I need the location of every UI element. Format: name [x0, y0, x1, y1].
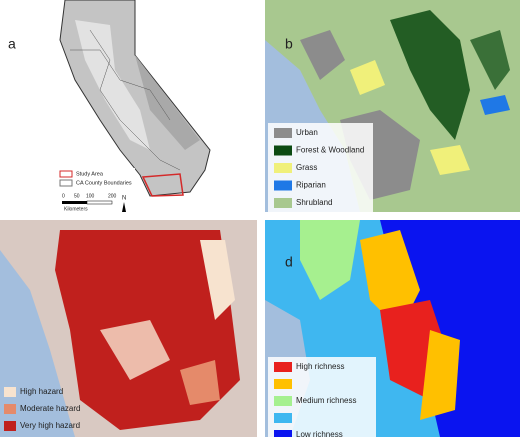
legend-label: Forest & Woodland: [296, 146, 364, 155]
scale-bar: [86, 200, 113, 205]
legend-label: High hazard: [20, 387, 63, 396]
legend-label: Grass: [296, 163, 317, 172]
legend-swatch: [274, 413, 292, 423]
legend-label: High richness: [296, 362, 344, 371]
legend-swatch: [274, 180, 292, 191]
legend-label: Low richness: [296, 430, 343, 437]
legend-swatch: [274, 396, 292, 406]
legend-swatch: [4, 421, 16, 431]
legend-swatch: [4, 387, 16, 397]
legend-swatch: [274, 362, 292, 372]
legend-label: Study Area: [76, 171, 104, 177]
legend-swatch: [274, 430, 292, 437]
panel-label: b: [285, 36, 293, 52]
scale-unit: Kilometers: [64, 206, 88, 212]
scale-label: 50: [74, 193, 80, 199]
legend-swatch: [274, 379, 292, 389]
legend-label: Riparian: [296, 181, 326, 190]
scale-label: 0: [62, 193, 65, 199]
legend-label: Medium richness: [296, 396, 356, 405]
panel-label: d: [285, 254, 293, 270]
legend-swatch: [274, 128, 292, 138]
legend-swatch: [4, 404, 16, 414]
panel-a-map: a: [0, 0, 257, 213]
north-arrow: N: [122, 196, 126, 202]
legend-label: Moderate hazard: [20, 404, 80, 413]
legend-swatch: [274, 163, 292, 173]
legends: Study Area CA County Boundaries 0 50 100 200 K…: [4, 123, 376, 437]
legend-label: CA County Boundaries: [76, 180, 132, 186]
legend-label: Urban: [296, 128, 318, 137]
legend-swatch: [274, 198, 292, 208]
legend-swatch: [59, 170, 73, 178]
panel-label: a: [8, 36, 16, 52]
scale-label: 200: [108, 193, 117, 199]
scale-label: 100: [86, 193, 95, 199]
legend-swatch: [59, 179, 73, 187]
north-arrow-shape: [122, 202, 126, 212]
legend-label: Very high hazard: [20, 421, 80, 430]
legend-swatch: [274, 145, 292, 156]
legend-label: Shrubland: [296, 198, 332, 207]
panel-c-map: [0, 220, 257, 437]
